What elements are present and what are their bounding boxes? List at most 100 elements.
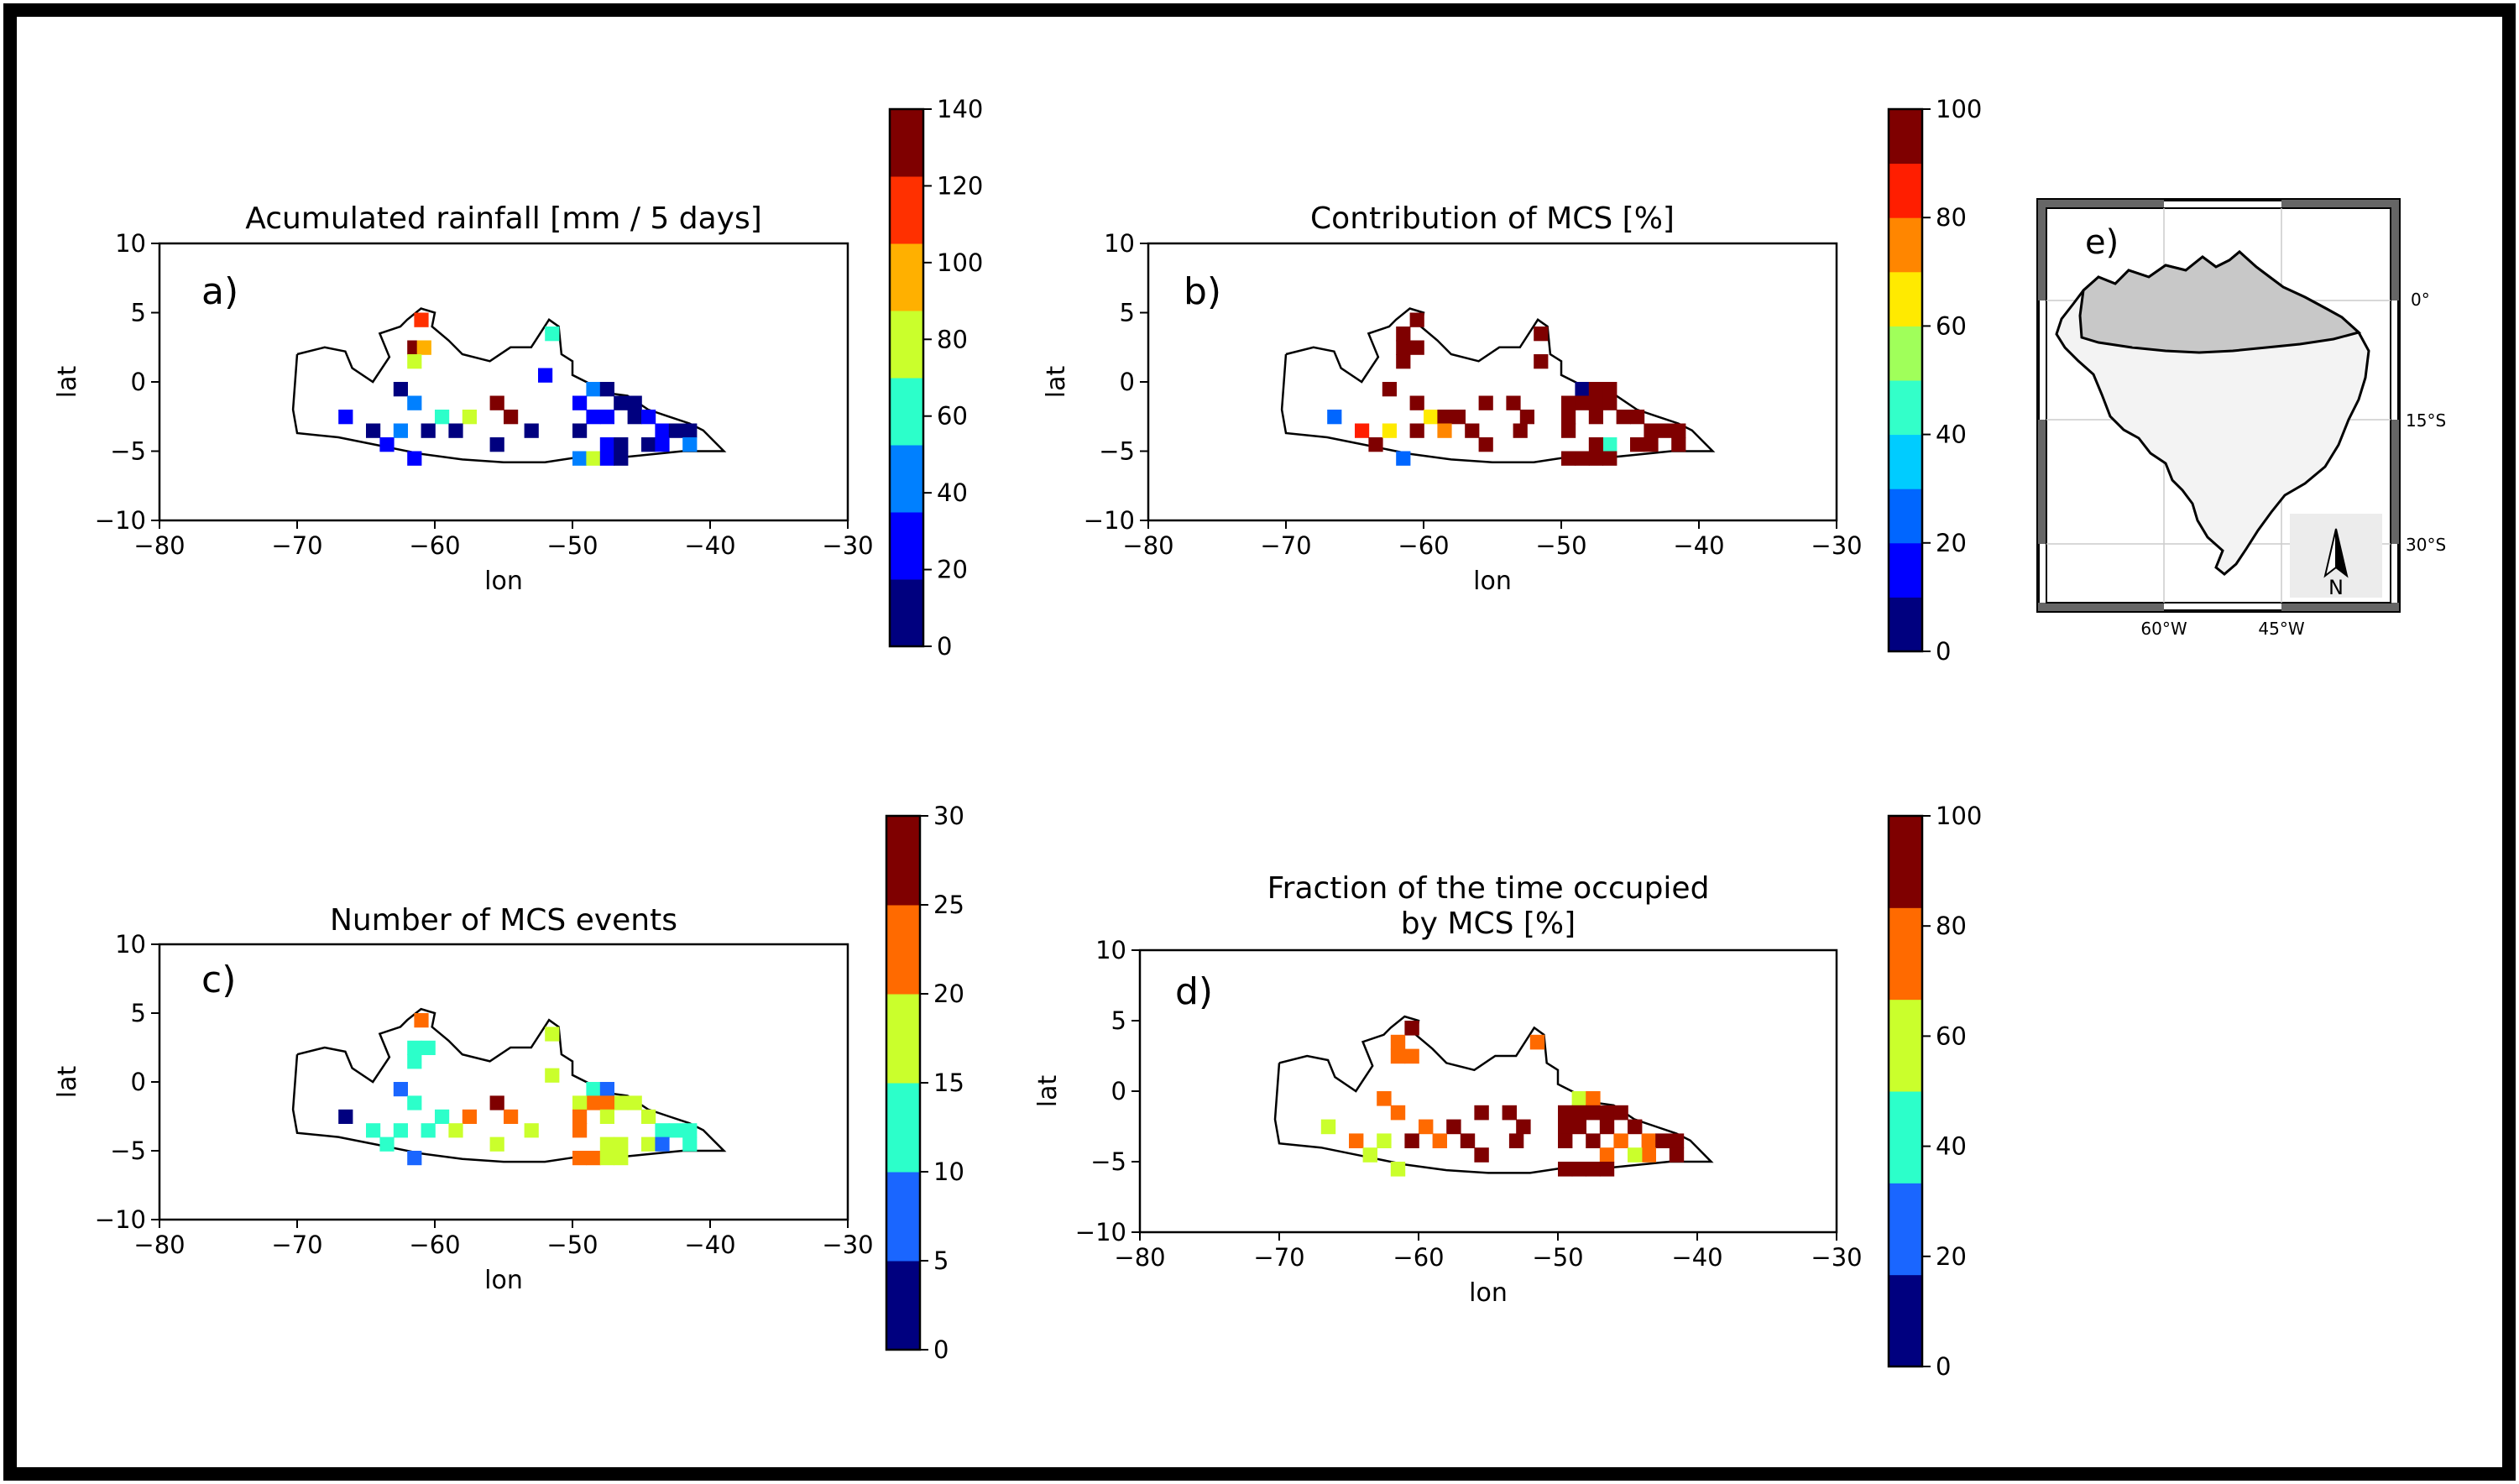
inset-lat-label: 15°S bbox=[2406, 410, 2446, 431]
data-cell bbox=[1599, 1119, 1615, 1135]
colorbar-tick-label: 0 bbox=[933, 1335, 949, 1364]
colorbar-tick-label: 60 bbox=[1936, 311, 1967, 340]
data-cell bbox=[1558, 1105, 1573, 1121]
inset-lon-label: 45°W bbox=[2258, 619, 2304, 639]
x-tick-label: −40 bbox=[684, 531, 735, 560]
colorbar-tick-label: 100 bbox=[1936, 95, 1982, 123]
y-tick-label: 10 bbox=[115, 229, 146, 258]
x-tick-label: −30 bbox=[822, 531, 873, 560]
data-cell bbox=[572, 395, 588, 410]
data-cell bbox=[1599, 1105, 1615, 1121]
inset-inner-frame bbox=[2046, 207, 2391, 604]
data-cell bbox=[682, 423, 698, 438]
y-tick-label: 10 bbox=[1104, 229, 1135, 258]
data-cell bbox=[462, 1109, 477, 1124]
data-cell bbox=[407, 1054, 422, 1069]
data-cell bbox=[586, 410, 601, 425]
data-cell bbox=[1671, 423, 1686, 438]
y-tick-label: 0 bbox=[1120, 368, 1135, 396]
data-cell bbox=[1508, 1133, 1524, 1148]
data-cell bbox=[1409, 340, 1424, 355]
data-cell bbox=[421, 1123, 436, 1138]
data-cell bbox=[614, 395, 629, 410]
data-cell bbox=[1320, 1119, 1336, 1135]
colorbar-segment bbox=[886, 1261, 920, 1351]
data-cell bbox=[545, 1027, 560, 1042]
data-cell bbox=[379, 437, 395, 452]
data-cell bbox=[1641, 1147, 1656, 1163]
x-tick-label: −70 bbox=[1253, 1243, 1304, 1272]
data-cell bbox=[1529, 1034, 1545, 1050]
colorbar-segment bbox=[1889, 907, 1922, 1001]
data-cell bbox=[338, 1109, 353, 1124]
colorbar-segment bbox=[890, 109, 923, 177]
data-cell bbox=[1437, 423, 1452, 438]
data-cell bbox=[1558, 1133, 1573, 1148]
data-cell bbox=[1534, 327, 1549, 342]
data-cell bbox=[1404, 1021, 1419, 1036]
data-cell bbox=[407, 1151, 422, 1166]
colorbar-segment bbox=[1889, 542, 1922, 598]
colorbar-tick-label: 60 bbox=[937, 402, 968, 431]
data-cell bbox=[572, 423, 588, 438]
plot-area bbox=[158, 242, 849, 522]
colorbar-tick-label: 20 bbox=[1936, 1242, 1967, 1271]
x-tick-label: −60 bbox=[1398, 531, 1449, 560]
data-cell bbox=[1368, 437, 1383, 452]
data-cell bbox=[366, 1123, 381, 1138]
colorbar-segment bbox=[886, 994, 920, 1084]
data-cell bbox=[1465, 423, 1480, 438]
data-cell bbox=[1390, 1105, 1406, 1121]
colorbar-segment bbox=[1889, 326, 1922, 381]
data-cell bbox=[1513, 423, 1528, 438]
data-cell bbox=[1561, 410, 1576, 425]
data-cell bbox=[1561, 451, 1576, 466]
data-cell bbox=[1404, 1133, 1419, 1148]
data-cell bbox=[1602, 382, 1617, 397]
colorbar-segment bbox=[886, 905, 920, 995]
data-cell bbox=[489, 437, 504, 452]
x-tick-label: −50 bbox=[1535, 531, 1586, 560]
data-cell bbox=[1478, 395, 1493, 410]
colorbar-tick-label: 40 bbox=[937, 478, 968, 507]
region-outline bbox=[1280, 307, 1716, 463]
data-cell bbox=[416, 340, 431, 355]
data-cell bbox=[572, 451, 588, 466]
y-tick-label: −10 bbox=[1084, 506, 1135, 535]
data-cell bbox=[1575, 451, 1590, 466]
colorbar-tick-label: 140 bbox=[937, 95, 983, 123]
data-cell bbox=[1390, 1034, 1406, 1050]
y-tick-label: 5 bbox=[131, 999, 146, 1027]
data-cell bbox=[1561, 423, 1576, 438]
data-cell bbox=[614, 1137, 629, 1152]
y-tick-label: −5 bbox=[1099, 437, 1135, 466]
region-outline bbox=[1273, 1015, 1714, 1174]
data-cell bbox=[448, 423, 463, 438]
colorbar-tick-label: 10 bbox=[933, 1157, 964, 1186]
north-label: N bbox=[2328, 576, 2344, 599]
colorbar-segment bbox=[886, 1172, 920, 1262]
data-cell bbox=[1474, 1147, 1489, 1163]
data-cell bbox=[1586, 1105, 1601, 1121]
data-cell bbox=[489, 1095, 504, 1110]
data-cell bbox=[599, 1137, 614, 1152]
data-cell bbox=[1519, 410, 1534, 425]
data-cell bbox=[655, 423, 670, 438]
plot-area bbox=[1138, 948, 1838, 1234]
panel-label: a) bbox=[201, 270, 238, 313]
data-cell bbox=[1655, 1133, 1670, 1148]
colorbar-tick-label: 0 bbox=[937, 632, 952, 661]
data-cell bbox=[627, 395, 642, 410]
colorbar-tick-label: 25 bbox=[933, 891, 964, 919]
data-cell bbox=[524, 423, 539, 438]
data-cell bbox=[538, 368, 553, 383]
x-tick-label: −80 bbox=[133, 531, 185, 560]
colorbar-segment bbox=[1889, 816, 1922, 908]
y-tick-label: −5 bbox=[110, 437, 146, 466]
x-tick-label: −80 bbox=[1114, 1243, 1165, 1272]
data-cell bbox=[1534, 354, 1549, 369]
data-cell bbox=[655, 1137, 670, 1152]
colorbar-segment bbox=[890, 176, 923, 244]
colorbar-tick-label: 0 bbox=[1936, 637, 1951, 666]
inset-bottom-bar-1 bbox=[2038, 603, 2164, 611]
